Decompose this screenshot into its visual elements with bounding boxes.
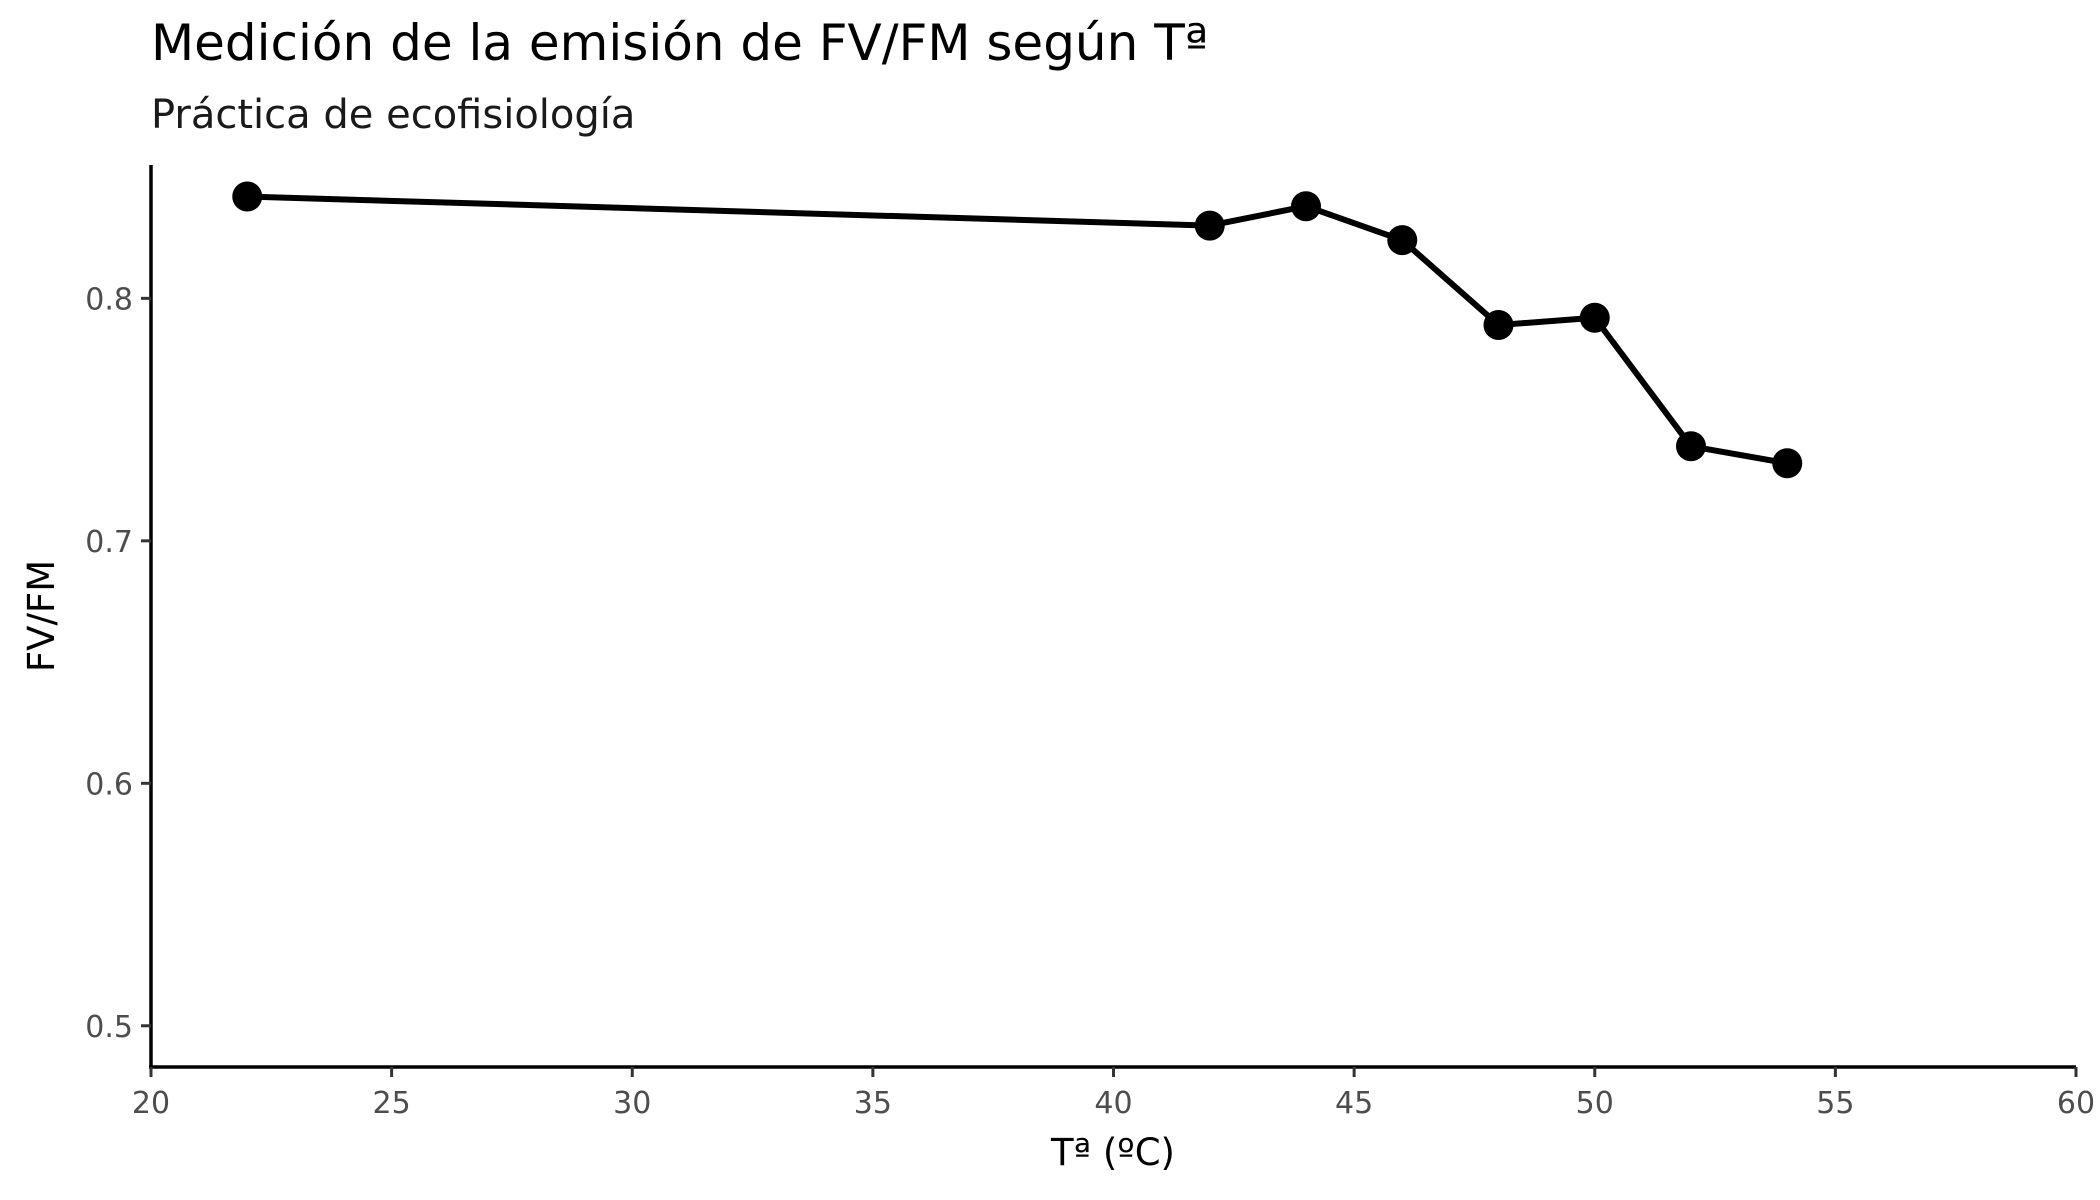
data-point [1579,302,1610,333]
x-tick-label: 40 [1094,1086,1132,1121]
series-line [244,193,1791,467]
chart-subtitle: Práctica de ecofisiología [151,92,635,138]
x-tick-label: 60 [2057,1086,2095,1121]
x-tick-label: 35 [854,1086,892,1121]
x-tick-label: 50 [1576,1086,1614,1121]
x-tick-label: 25 [373,1086,411,1121]
x-tick-label: 45 [1335,1086,1373,1121]
y-tick-label: 0.5 [85,1010,133,1045]
x-tick-label: 20 [132,1086,170,1121]
y-axis-label: FV/FM [20,560,63,672]
data-point [1291,191,1321,222]
data-point [1387,225,1418,256]
chart-title: Medición de la emisión de FV/FM según Tª [151,14,1208,72]
data-point [232,181,263,212]
x-tick-label: 30 [613,1086,651,1121]
y-tick-label: 0.8 [85,282,133,317]
x-axis-label: Tª (ºC) [1050,1131,1175,1174]
plot-area [232,181,1803,479]
x-tick-label: 55 [1816,1086,1854,1121]
y-tick-label: 0.6 [85,767,133,802]
data-point [1676,431,1706,462]
data-point [1772,448,1803,479]
y-tick-label: 0.7 [85,525,133,560]
data-point [1194,210,1225,241]
y-axis-ticks: 0.5 0.6 0.7 0.8 [85,282,151,1045]
x-axis-ticks: 20 25 30 35 40 45 50 55 60 [132,1067,2095,1121]
data-point [1483,310,1514,341]
